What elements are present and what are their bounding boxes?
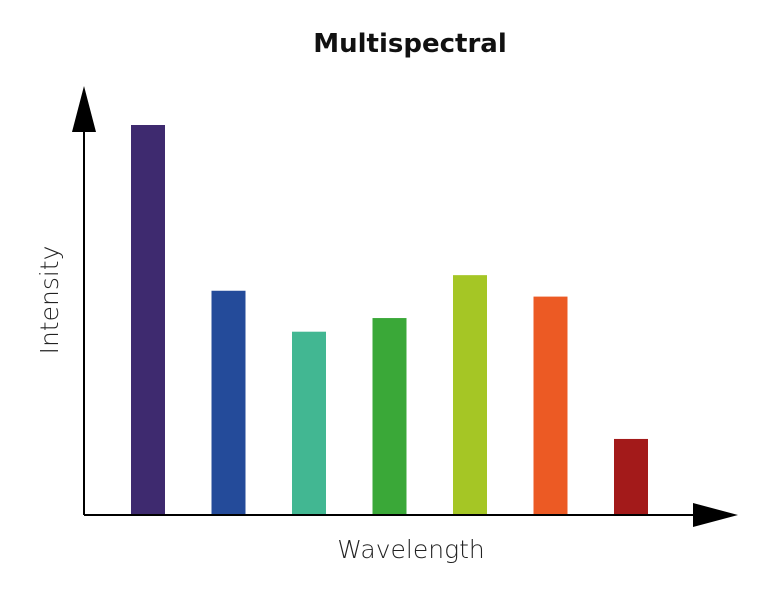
- bar-2: [211, 290, 246, 515]
- bar-3: [292, 331, 326, 515]
- x-axis-label: Wavelength: [337, 535, 484, 564]
- bar-4: [372, 318, 407, 515]
- x-axis-arrow: [693, 503, 738, 527]
- chart-title: Multispectral: [313, 29, 506, 59]
- y-axis-label: Intensity: [35, 246, 64, 355]
- bar-7: [614, 438, 648, 515]
- bar-6: [533, 296, 568, 515]
- y-axis-arrow: [72, 86, 96, 132]
- bar-1: [131, 125, 165, 515]
- bars-group: [131, 125, 648, 515]
- bar-5: [453, 275, 487, 515]
